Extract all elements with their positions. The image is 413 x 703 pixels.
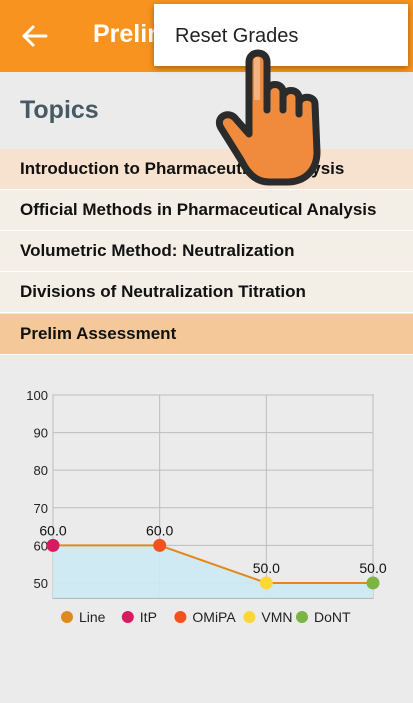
y-tick-label: 60 [34, 538, 48, 553]
y-tick-label: 70 [34, 501, 48, 516]
y-tick-label: 50 [34, 576, 48, 591]
data-label: 60.0 [39, 522, 66, 538]
grades-chart: 100 90 80 70 60 50 60.0 60.0 50.0 50.0 Line ItP OMiP… [0, 380, 413, 640]
series-line [53, 544, 373, 584]
legend-label: Line [79, 609, 106, 625]
topic-label: Prelim Assessment [20, 324, 177, 343]
topic-item-official-methods[interactable]: Official Methods in Pharmaceutical Analy… [0, 190, 413, 231]
legend-marker [296, 611, 308, 623]
topic-item-divisions[interactable]: Divisions of Neutralization Titration [0, 272, 413, 313]
topic-label: Divisions of Neutralization Titration [20, 282, 306, 301]
legend-marker [243, 611, 256, 623]
topics-heading: Topics [20, 96, 99, 124]
legend-label: OMiPA [192, 609, 236, 625]
data-point [366, 576, 380, 590]
topic-label: Volumetric Method: Neutralization [20, 241, 295, 260]
legend-label: DoNT [314, 609, 351, 625]
data-point [46, 538, 60, 552]
topic-label: Official Methods in Pharmaceutical Analy… [20, 200, 377, 219]
data-point [259, 576, 273, 590]
legend-marker [61, 611, 73, 623]
y-tick-label: 100 [26, 388, 48, 403]
data-label: 50.0 [253, 560, 280, 576]
topic-item-volumetric-method[interactable]: Volumetric Method: Neutralization [0, 231, 413, 272]
reset-grades-label: Reset Grades [175, 25, 299, 47]
data-point [153, 538, 167, 552]
reset-grades-menu-item[interactable]: Reset Grades [154, 4, 408, 66]
y-tick-label: 80 [34, 463, 48, 478]
legend-label: ItP [140, 609, 157, 625]
arrow-left-icon [22, 25, 48, 47]
y-tick-label: 90 [34, 426, 48, 441]
legend-marker [174, 611, 187, 623]
back-button[interactable] [14, 18, 58, 54]
chart-svg: 100 90 80 70 60 50 60.0 60.0 50.0 50.0 Line ItP OMiP… [26, 388, 387, 625]
data-label: 60.0 [146, 522, 173, 538]
legend-marker [121, 611, 134, 623]
data-label: 50.0 [359, 560, 386, 576]
legend-label: VMN [261, 609, 292, 625]
pointing-hand-icon [205, 40, 355, 190]
overflow-menu: Reset Grades [154, 4, 408, 66]
area-fill [53, 545, 373, 598]
topic-item-prelim-assessment[interactable]: Prelim Assessment [0, 314, 413, 355]
